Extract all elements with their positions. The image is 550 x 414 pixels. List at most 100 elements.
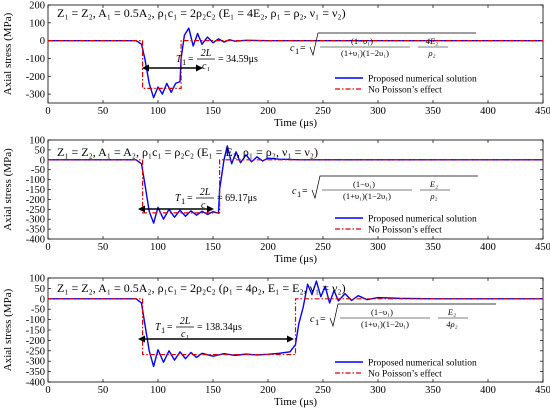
y-tick-label: -200	[26, 195, 45, 206]
period-value: = 69.17μs	[217, 193, 257, 204]
period-denominator: c₁	[201, 200, 209, 211]
y-tick-label: -150	[26, 326, 45, 337]
formula-modulus: 4E₂	[426, 36, 438, 46]
formula-density: 4ρ₂	[446, 319, 457, 329]
formula-equals: =	[302, 186, 308, 197]
period-annotation: T 1 = 2L c₁ = 69.17μs	[175, 187, 257, 211]
y-tick-label: -350	[26, 225, 45, 236]
formula-denominator: (1+υ₁)(1−2υ₁)	[361, 319, 409, 329]
x-tick-label: 250	[315, 106, 331, 117]
y-tick-label: -250	[26, 346, 45, 357]
x-axis-label: Time (μs)	[274, 396, 317, 408]
x-tick-label: 400	[480, 385, 496, 396]
y-tick-label: -150	[26, 185, 45, 196]
y-axis-label: Axial stress (MPa)	[2, 148, 14, 231]
formula-denominator: (1+υ₁)(1−2υ₁)	[341, 48, 389, 58]
y-axis-label: Axial stress (MPa)	[2, 288, 14, 371]
series-line-proposed	[48, 280, 543, 368]
x-tick-label: 50	[98, 242, 109, 253]
y-tick-label: 50	[35, 284, 46, 295]
x-tick-label: 100	[150, 106, 166, 117]
formula-modulus: E₂	[447, 307, 456, 317]
series-line-proposed	[48, 27, 543, 99]
y-tick-label: -100	[26, 54, 45, 65]
legend-label-no-poisson: No Poisson’s effect	[368, 85, 442, 96]
formula-equals: =	[300, 43, 306, 54]
legend-label-no-poisson: No Poisson’s effect	[368, 225, 442, 236]
period-denominator: c₁	[202, 61, 210, 72]
y-tick-label: -300	[26, 215, 45, 226]
period-symbol: T	[175, 193, 182, 204]
x-axis-label: Time (μs)	[274, 253, 317, 265]
formula-density: ρ₂	[429, 191, 437, 201]
y-tick-label: 0	[40, 36, 45, 47]
formula-modulus: E₂	[429, 179, 438, 189]
period-arrow-head-right	[207, 205, 214, 213]
legend-label-proposed: Proposed numerical solution	[368, 215, 477, 225]
panel-3: 0 50 100 150 200 250 300 350 400 450100500-50-100…	[2, 274, 550, 409]
y-tick-label: 100	[29, 274, 45, 285]
y-tick-label: -400	[26, 235, 45, 246]
formula-numerator: (1−υ₁)	[371, 307, 393, 317]
period-value: = 34.59μs	[218, 54, 258, 65]
condition-text: Z₁ = Z₂, A₁ = 0.5A₂, ρ₁c₁ = 2ρ₂c₂ (E₁ = …	[57, 6, 346, 20]
y-tick-label: 200	[29, 1, 45, 12]
x-tick-label: 150	[205, 385, 221, 396]
x-tick-label: 250	[315, 242, 331, 253]
y-tick-label: -50	[31, 165, 45, 176]
period-numerator: 2L	[201, 48, 212, 59]
period-arrow-head-right	[287, 335, 294, 343]
series-line-no-poisson	[48, 159, 543, 214]
x-tick-label: 150	[205, 242, 221, 253]
formula-density: ρ₂	[427, 48, 435, 58]
x-tick-label: 350	[425, 106, 441, 117]
y-tick-label: -400	[26, 378, 45, 389]
formula-c-sub: 1	[315, 317, 319, 327]
condition-text: Z₁ = Z₂, A₁ = 0.5A₂, ρ₁c₁ = 2ρ₂c₂ (ρ₁ = …	[57, 281, 346, 295]
y-tick-label: -300	[26, 357, 45, 368]
x-tick-label: 250	[315, 385, 331, 396]
plot-frame	[47, 4, 544, 104]
x-tick-label: 450	[535, 385, 550, 396]
period-arrow-head-left	[138, 205, 145, 213]
x-tick-label: 0	[45, 106, 50, 117]
period-equals: =	[188, 54, 194, 65]
y-tick-label: -200	[26, 72, 45, 83]
x-axis-label: Time (μs)	[274, 117, 317, 129]
legend-label-proposed: Proposed numerical solution	[368, 75, 477, 85]
period-subscript: 1	[181, 196, 185, 206]
formula-equals: =	[320, 314, 326, 325]
formula-radical	[311, 175, 478, 200]
x-tick-label: 200	[260, 242, 276, 253]
wave-speed-formula: c 1 = (1−υ₁) (1+υ₁)(1−2υ₁) E₂ ρ₂	[292, 175, 478, 201]
wave-speed-formula: c 1 = (1−υ₁) (1+υ₁)(1−2υ₁) E₂ 4ρ₂	[310, 303, 496, 329]
formula-c: c	[310, 314, 315, 325]
period-arrow-head-right	[196, 64, 203, 72]
y-tick-label: -100	[26, 315, 45, 326]
legend-label-proposed: Proposed numerical solution	[368, 359, 477, 369]
x-tick-label: 450	[535, 242, 550, 253]
period-subscript: 1	[182, 57, 186, 67]
formula-c-sub: 1	[295, 46, 299, 56]
series-line-no-poisson	[48, 298, 543, 356]
period-subscript: 1	[161, 325, 165, 335]
series-line-no-poisson	[48, 40, 543, 89]
period-numerator: 2L	[180, 316, 191, 327]
y-tick-label: -250	[26, 205, 45, 216]
x-tick-label: 0	[45, 385, 50, 396]
wave-speed-formula: c 1 = (1−υ₁) (1+υ₁)(1−2υ₁) 4E₂ ρ₂	[290, 32, 476, 58]
legend-label-no-poisson: No Poisson’s effect	[368, 369, 442, 380]
panel-1: 0 50 100 150 200 250 300 350 400 450 200 100 0 -100 -2…	[2, 1, 550, 130]
x-tick-label: 0	[45, 242, 50, 253]
formula-radical	[309, 32, 476, 57]
period-equals: =	[187, 193, 193, 204]
panel-2: 0 50 100 150 200 250 300 350 400 450100500-50-100…	[2, 136, 550, 266]
period-equals: =	[167, 322, 173, 333]
y-tick-label: -300	[26, 90, 45, 101]
formula-numerator: (1−υ₁)	[353, 179, 375, 189]
x-tick-label: 200	[260, 106, 276, 117]
x-tick-label: 50	[98, 106, 109, 117]
formula-numerator: (1−υ₁)	[351, 36, 373, 46]
